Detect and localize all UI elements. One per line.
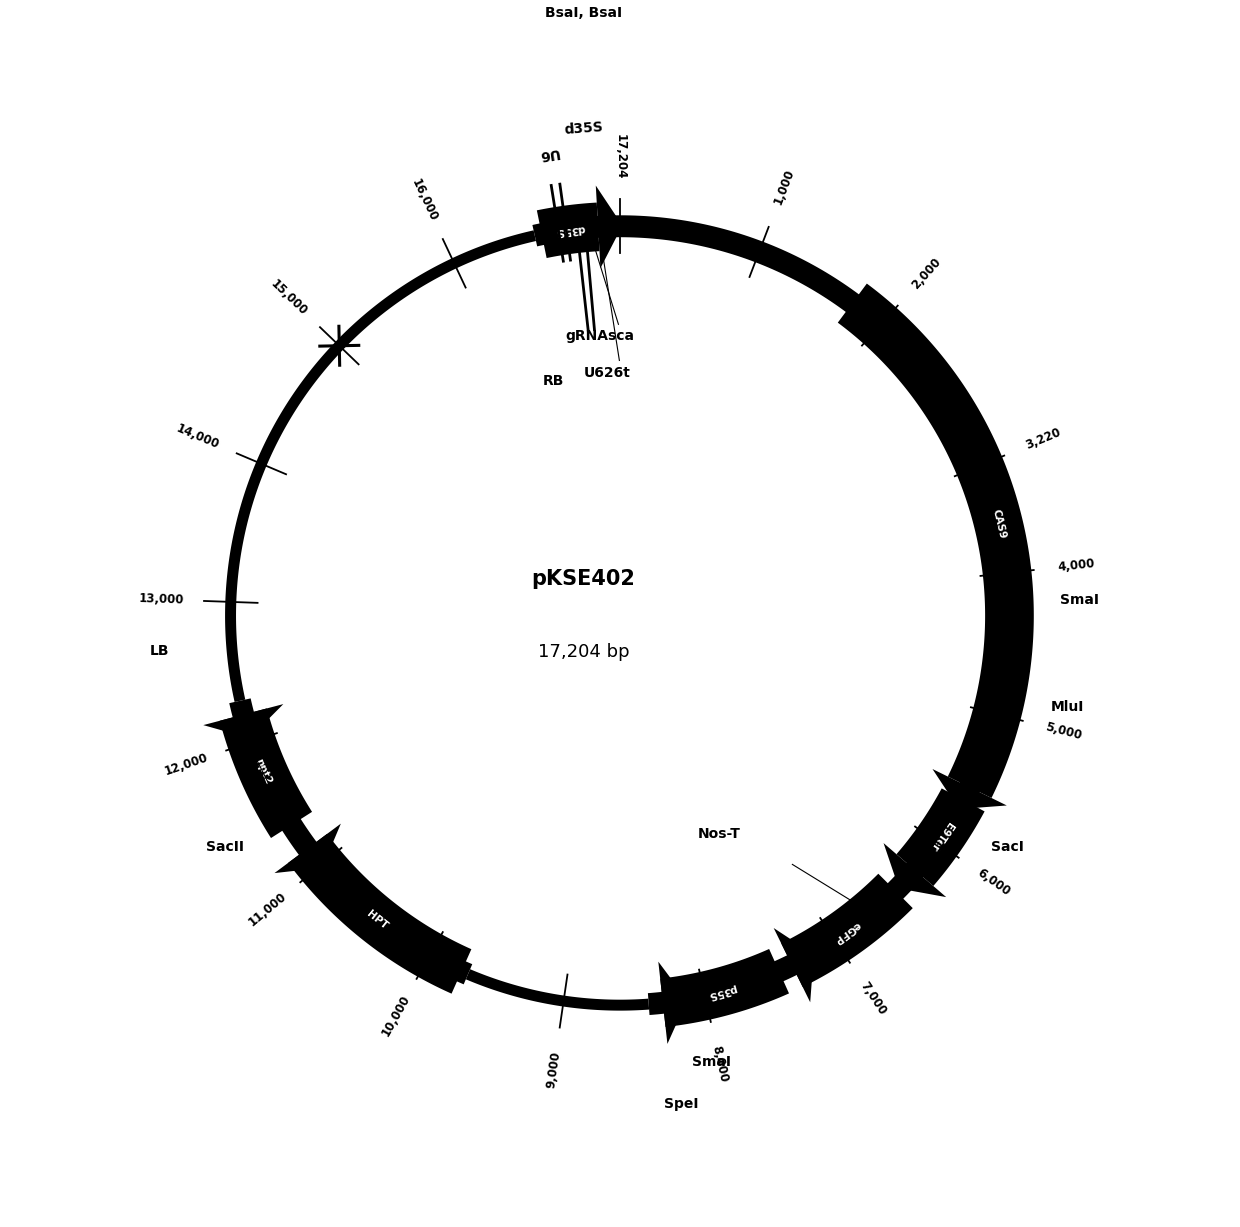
Polygon shape [219,708,312,838]
Text: E9Ter: E9Ter [928,820,955,853]
Text: BsaI, BsaI: BsaI, BsaI [546,6,622,20]
Text: MluI: MluI [1050,699,1084,714]
Text: 4,000: 4,000 [1056,557,1095,574]
Polygon shape [658,962,687,1044]
Polygon shape [838,283,1034,798]
Text: 2,000: 2,000 [909,255,944,292]
Text: 17,204: 17,204 [614,134,626,179]
Polygon shape [288,834,471,994]
Text: SmaI: SmaI [692,1055,730,1069]
Polygon shape [203,704,283,739]
Text: 16,000: 16,000 [409,177,440,223]
Text: 7,000: 7,000 [858,979,889,1017]
Polygon shape [217,223,538,703]
Polygon shape [226,231,536,702]
Text: gRNAsca: gRNAsca [565,330,635,344]
Text: 15,000: 15,000 [268,277,310,318]
Text: LB: LB [150,644,170,658]
Text: CAS9: CAS9 [990,508,1007,540]
Polygon shape [774,928,813,1002]
Text: eGFP: eGFP [832,919,862,945]
Text: p35S: p35S [707,983,738,1000]
Text: RB: RB [543,374,564,389]
Polygon shape [466,969,649,1011]
Text: npt2: npt2 [253,757,273,787]
Text: 8,000: 8,000 [709,1044,730,1083]
Text: d35S: d35S [554,222,585,237]
Text: 17,204 bp: 17,204 bp [538,643,630,661]
Text: 12,000: 12,000 [162,751,210,778]
Polygon shape [781,874,913,987]
Text: 10,000: 10,000 [379,993,413,1039]
Polygon shape [897,789,985,886]
Polygon shape [274,823,341,874]
Polygon shape [219,215,1021,1016]
Polygon shape [537,202,599,258]
Polygon shape [463,962,650,1018]
Polygon shape [884,843,946,897]
Text: 13,000: 13,000 [139,593,185,606]
Text: 6,000: 6,000 [975,866,1012,898]
Text: SmaI: SmaI [1060,594,1100,607]
Text: HPT: HPT [365,908,389,931]
Text: Nos-T: Nos-T [698,827,740,840]
Text: 5,000: 5,000 [1044,720,1084,742]
Text: SacI: SacI [991,839,1024,854]
Text: 11,000: 11,000 [246,890,289,929]
Text: 1,000: 1,000 [771,167,796,207]
Text: d35S: d35S [564,120,604,137]
Text: U6: U6 [537,146,559,162]
Polygon shape [595,185,622,269]
Text: SacII: SacII [206,840,244,854]
Text: 3,220: 3,220 [1024,426,1063,453]
Polygon shape [932,769,1007,809]
Text: SpeI: SpeI [663,1097,698,1110]
Text: 14,000: 14,000 [174,422,221,452]
Polygon shape [660,948,789,1027]
Text: 9,000: 9,000 [544,1050,563,1090]
Text: U626t: U626t [584,366,631,379]
Text: pKSE402: pKSE402 [532,569,635,589]
